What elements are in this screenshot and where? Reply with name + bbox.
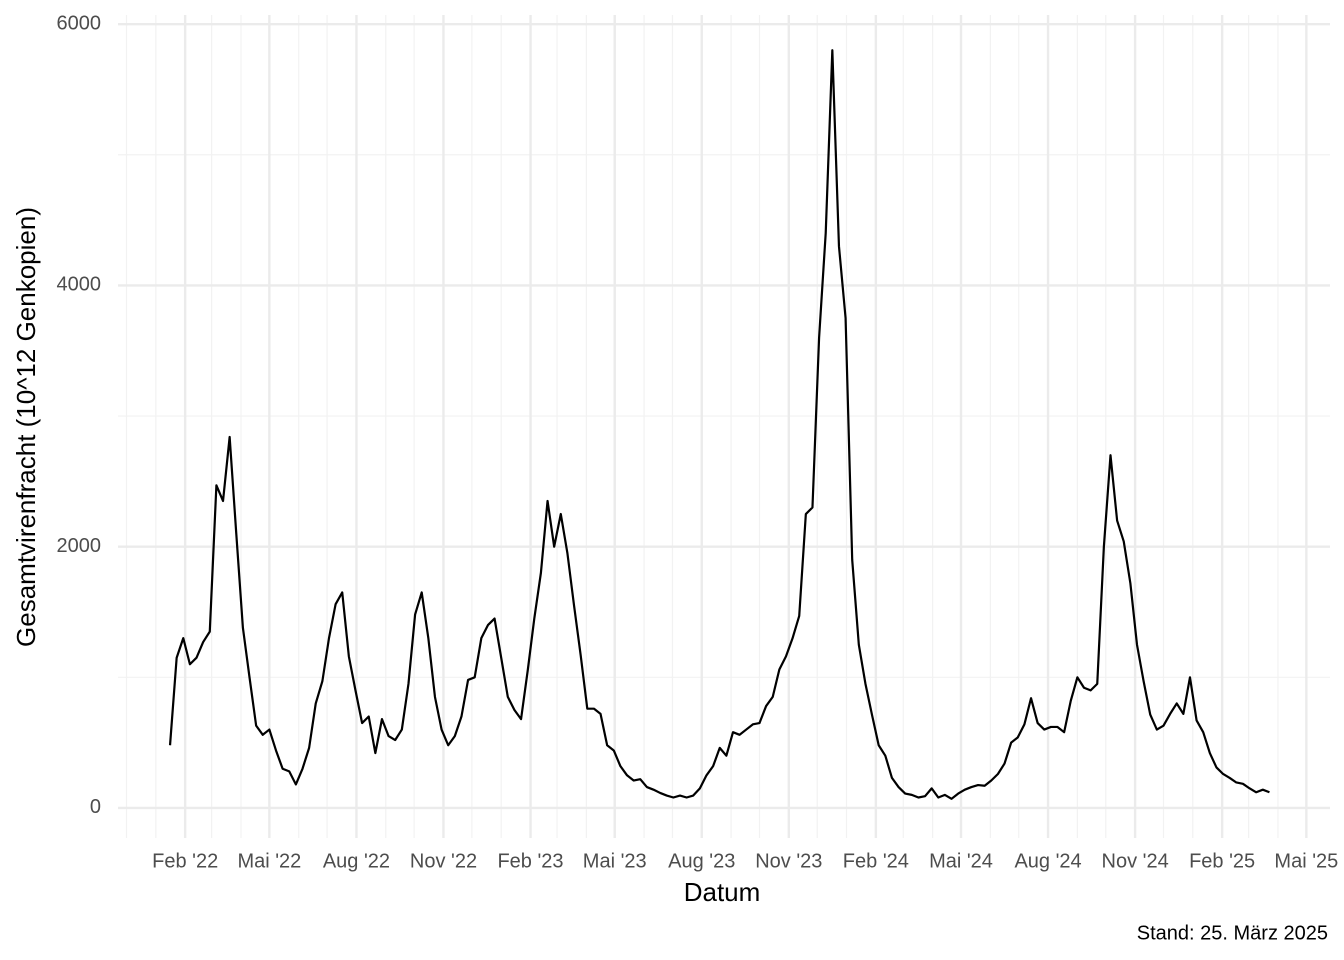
x-tick-label: Mai '22 <box>237 850 301 872</box>
x-tick-label: Feb '25 <box>1189 850 1255 872</box>
x-tick-label: Nov '24 <box>1102 850 1169 872</box>
y-axis-title: Gesamtvirenfracht (10^12 Genkopien) <box>11 207 41 647</box>
y-tick-label: 0 <box>90 796 101 818</box>
data-line <box>168 49 1270 800</box>
y-tick-label: 2000 <box>57 535 102 557</box>
x-tick-label: Mai '24 <box>929 850 993 872</box>
caption: Stand: 25. März 2025 <box>1137 922 1328 944</box>
x-tick-label: Aug '24 <box>1014 850 1081 872</box>
x-tick-label: Nov '22 <box>410 850 477 872</box>
x-tick-label: Mai '25 <box>1274 850 1338 872</box>
y-tick-label: 6000 <box>57 12 102 34</box>
x-tick-label: Feb '24 <box>843 850 909 872</box>
x-tick-label: Nov '23 <box>755 850 822 872</box>
x-tick-label: Mai '23 <box>583 850 647 872</box>
x-axis-title: Datum <box>684 877 761 907</box>
x-tick-label: Feb '22 <box>152 850 218 872</box>
x-tick-label: Aug '23 <box>668 850 735 872</box>
x-tick-label: Aug '22 <box>323 850 390 872</box>
x-tick-label: Feb '23 <box>497 850 563 872</box>
y-tick-label: 4000 <box>57 274 102 296</box>
